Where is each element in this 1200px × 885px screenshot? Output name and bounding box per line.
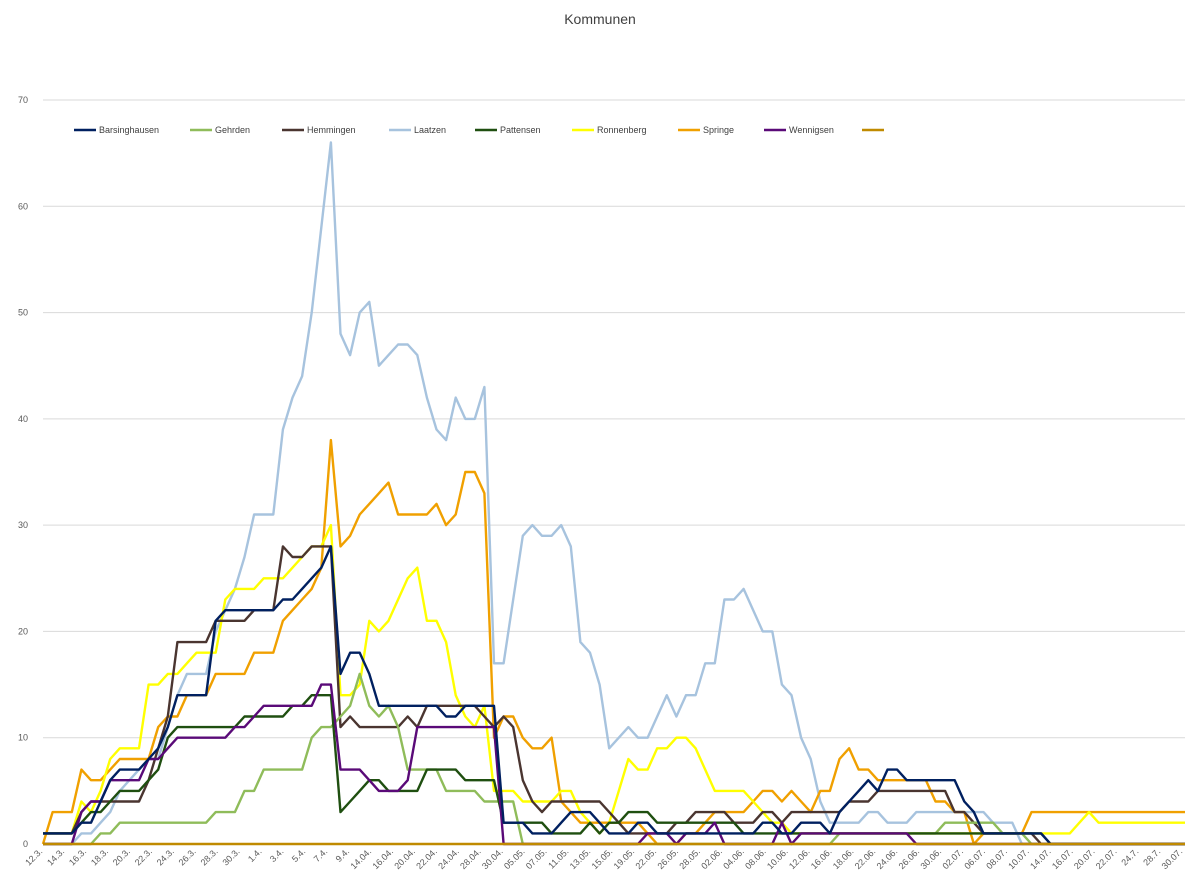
x-tick-label: 26.3. — [177, 846, 198, 867]
y-tick-label: 40 — [18, 414, 28, 424]
legend-label: Hemmingen — [307, 125, 356, 135]
x-tick-label: 05.05. — [502, 846, 527, 871]
legend-label: Laatzen — [414, 125, 446, 135]
x-tick-label: 15.05. — [590, 846, 615, 871]
y-tick-label: 30 — [18, 520, 28, 530]
x-tick-label: 18.06. — [831, 846, 856, 871]
series-line-hemmingen — [43, 545, 1185, 846]
x-tick-label: 14.07. — [1028, 846, 1053, 871]
y-tick-label: 10 — [18, 733, 28, 743]
x-tick-label: 07.05. — [524, 846, 549, 871]
x-tick-label: 9.4. — [334, 846, 352, 864]
x-tick-label: 02.07. — [940, 846, 965, 871]
x-tick-label: 10.07. — [1006, 846, 1031, 871]
x-tick-label: 19.05. — [612, 846, 637, 871]
chart-title: Kommunen — [564, 11, 636, 27]
x-tick-label: 24.04. — [436, 846, 461, 871]
x-tick-label: 10.06. — [765, 846, 790, 871]
x-tick-label: 14.04. — [348, 846, 373, 871]
x-tick-label: 12.06. — [787, 846, 812, 871]
x-tick-label: 30.3. — [220, 846, 241, 867]
x-tick-label: 28.05. — [677, 846, 702, 871]
x-tick-label: 26.05. — [655, 846, 680, 871]
y-tick-label: 50 — [18, 308, 28, 318]
x-tick-label: 30.07. — [1160, 846, 1185, 871]
y-tick-label: 20 — [18, 626, 28, 636]
x-tick-label: 30.04. — [480, 846, 505, 871]
y-axis: 0 10 20 30 40 50 60 70 — [18, 95, 28, 849]
x-tick-label: 24.06. — [875, 846, 900, 871]
series-line-wennigsen — [43, 683, 1185, 846]
y-tick-label: 60 — [18, 201, 28, 211]
legend-label: Gehrden — [215, 125, 250, 135]
x-tick-label: 22.07. — [1094, 846, 1119, 871]
x-tick-label: 14.3. — [45, 846, 66, 867]
x-tick-label: 04.06. — [721, 846, 746, 871]
series-line-barsinghausen — [43, 545, 1185, 846]
x-tick-label: 16.06. — [809, 846, 834, 871]
x-tick-label: 16.04. — [370, 846, 395, 871]
gridlines — [43, 99, 1185, 845]
x-tick-label: 24.7. — [1119, 846, 1140, 867]
x-tick-label: 16.3. — [67, 846, 88, 867]
x-tick-label: 08.07. — [984, 846, 1009, 871]
y-tick-label: 70 — [18, 95, 28, 105]
x-tick-label: 3.4. — [268, 846, 286, 864]
x-tick-label: 7.4. — [312, 846, 330, 864]
x-tick-label: 08.06. — [743, 846, 768, 871]
x-tick-label: 22.04. — [414, 846, 439, 871]
x-axis: 12.3. 14.3. 16.3. 18.3. 20.3. 22.3. 24.3. 26.3.… — [23, 846, 1184, 871]
y-tick-label: 0 — [23, 839, 28, 849]
x-tick-label: 20.04. — [392, 846, 417, 871]
series-line-pattensen — [43, 694, 1185, 846]
x-tick-label: 28.3. — [199, 846, 220, 867]
x-tick-label: 18.3. — [89, 846, 110, 867]
x-tick-label: 22.06. — [853, 846, 878, 871]
x-tick-label: 06.07. — [962, 846, 987, 871]
legend: Barsinghausen Gehrden Hemmingen Laatzen Patt… — [74, 125, 884, 135]
x-tick-label: 22.05. — [633, 846, 658, 871]
x-tick-label: 20.3. — [111, 846, 132, 867]
x-tick-label: 28.04. — [458, 846, 483, 871]
x-tick-label: 1.4. — [246, 846, 264, 864]
legend-label: Wennigsen — [789, 125, 834, 135]
x-tick-label: 5.4. — [290, 846, 308, 864]
legend-label: Pattensen — [500, 125, 541, 135]
legend-label: Ronnenberg — [597, 125, 647, 135]
legend-label: Barsinghausen — [99, 125, 159, 135]
x-tick-label: 13.05. — [568, 846, 593, 871]
x-tick-label: 22.3. — [133, 846, 154, 867]
series-lines — [41, 141, 1185, 846]
legend-label: Springe — [703, 125, 734, 135]
x-tick-label: 20.07. — [1072, 846, 1097, 871]
x-tick-label: 02.06. — [699, 846, 724, 871]
x-tick-label: 12.3. — [23, 846, 44, 867]
x-tick-label: 11.05. — [546, 846, 570, 870]
x-tick-label: 24.3. — [155, 846, 176, 867]
x-tick-label: 16.07. — [1050, 846, 1075, 871]
x-tick-label: 30.06. — [918, 846, 943, 871]
x-tick-label: 26.06. — [897, 846, 922, 871]
